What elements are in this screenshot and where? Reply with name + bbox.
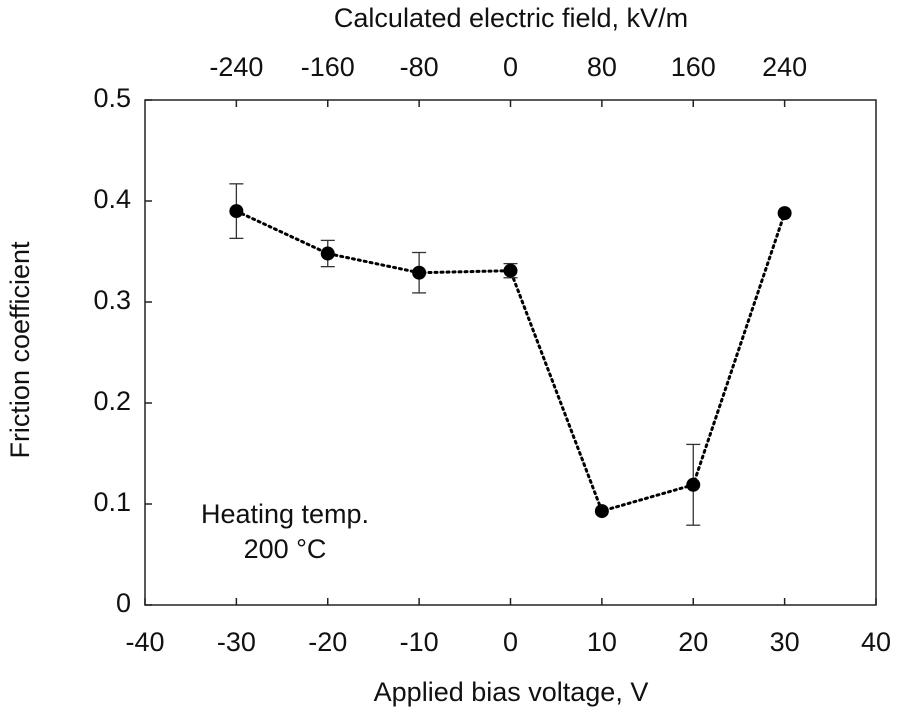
data-point	[503, 263, 518, 278]
x-tick-label: 0	[503, 627, 518, 657]
x2-tick-label: -160	[301, 52, 355, 82]
y-axis-title: Friction coefficient	[5, 241, 35, 459]
x2-tick-label: 80	[587, 52, 617, 82]
x2-tick-label: 0	[503, 52, 518, 82]
data-point	[320, 246, 335, 261]
top-axis-title: Calculated electric field, kV/m	[334, 3, 688, 33]
x2-tick-label: 160	[671, 52, 716, 82]
x-tick-label: 40	[861, 627, 891, 657]
plot-frame	[144, 99, 877, 606]
x-tick-label: 30	[770, 627, 800, 657]
x2-tick-label: -80	[400, 52, 439, 82]
y-tick-label: 0.1	[93, 487, 131, 517]
y-tick-label: 0.2	[93, 386, 131, 416]
x-tick-label: -10	[400, 627, 439, 657]
x-tick-label: -30	[217, 627, 256, 657]
x-axis-title: Applied bias voltage, V	[374, 677, 649, 707]
y-tick-label: 0.4	[93, 184, 131, 214]
y-tick-label: 0.5	[93, 83, 131, 113]
data-point	[412, 265, 427, 280]
connector-line	[234, 209, 787, 513]
data-point	[686, 477, 701, 492]
x-tick-label: 20	[678, 627, 708, 657]
x2-tick-label: -240	[209, 52, 263, 82]
x-tick-label: -20	[308, 627, 347, 657]
annotation: Heating temp.	[201, 499, 369, 529]
x-tick-label: -40	[125, 627, 164, 657]
y-tick-label: 0.3	[93, 285, 131, 315]
y-tick-label: 0	[116, 588, 131, 618]
annotation: 200 °C	[244, 534, 327, 564]
data-point	[777, 206, 792, 221]
x-tick-label: 10	[587, 627, 617, 657]
x2-tick-label: 240	[762, 52, 807, 82]
data-point	[594, 504, 609, 519]
data-point	[229, 204, 244, 219]
